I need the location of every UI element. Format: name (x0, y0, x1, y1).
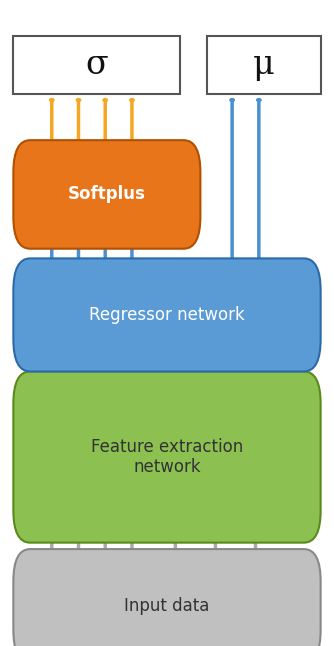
Text: Regressor network: Regressor network (89, 306, 245, 324)
Text: Feature extraction
network: Feature extraction network (91, 437, 243, 477)
FancyBboxPatch shape (13, 36, 180, 94)
Text: σ: σ (86, 48, 108, 81)
Text: μ: μ (253, 48, 275, 81)
FancyBboxPatch shape (13, 371, 321, 543)
Text: Softplus: Softplus (68, 185, 146, 203)
Text: Input data: Input data (124, 597, 210, 614)
FancyBboxPatch shape (207, 36, 321, 94)
FancyBboxPatch shape (13, 258, 321, 371)
FancyBboxPatch shape (13, 549, 321, 646)
FancyBboxPatch shape (13, 140, 200, 249)
